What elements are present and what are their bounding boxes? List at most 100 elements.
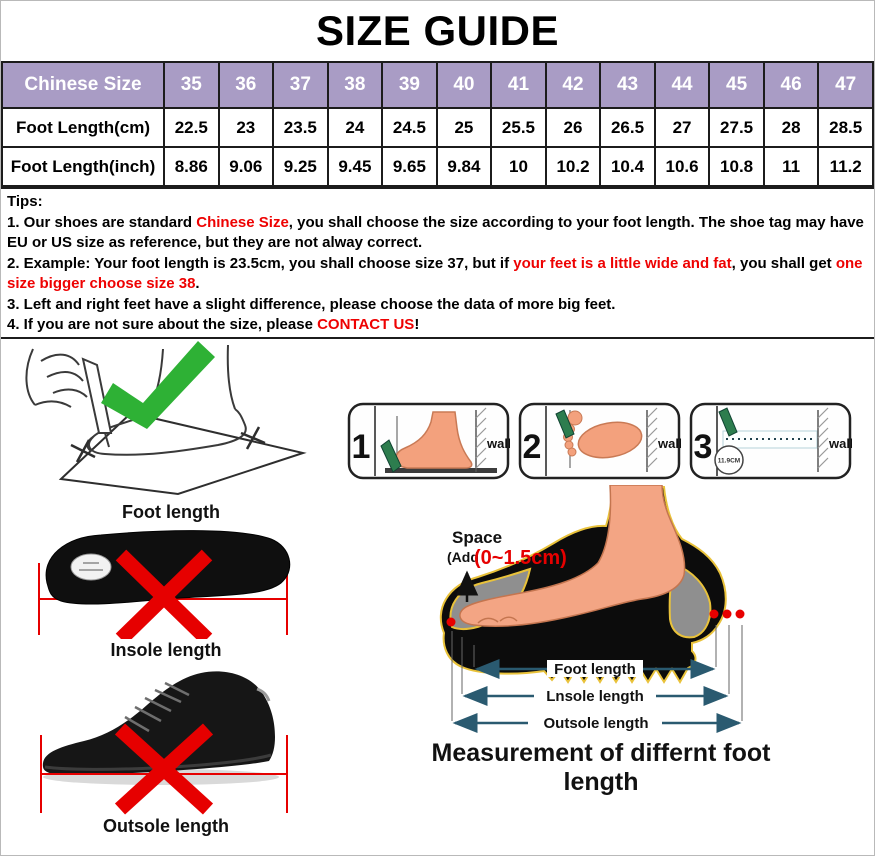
paper-outline	[58, 411, 307, 496]
cm-cell: 22.5	[163, 107, 220, 148]
label-bg	[528, 714, 662, 731]
tip2-text: .	[195, 275, 200, 292]
sneaker-photo	[40, 671, 288, 815]
inch-cell: 10.2	[544, 146, 602, 187]
green-marker-icon	[380, 439, 402, 473]
tip-item-2: 2. Example: Your foot length is 23.5cm, …	[7, 254, 866, 295]
table-header-row: Chinese Size 35 36 37 38 39 40 41 42 43 …	[1, 61, 874, 109]
size-cell: 40	[435, 61, 493, 109]
size-cell: 37	[272, 61, 329, 109]
panel-number: 1	[352, 428, 371, 466]
space-label: Space	[452, 528, 502, 547]
tips-heading: Tips:	[7, 193, 43, 210]
red-measure-dots	[446, 609, 745, 627]
inch-cell: 10.4	[599, 146, 656, 187]
cm-cell: 24.5	[381, 107, 438, 148]
tip1-text: , you shall choose the size according to…	[7, 213, 864, 252]
wall-hatch	[817, 407, 829, 469]
tip-item-3: 3. Left and right feet have a slight dif…	[7, 295, 616, 313]
wall-label: wall	[657, 436, 681, 451]
outsole-length-caption: Outsole length	[103, 816, 229, 836]
inch-cell: 9.84	[435, 146, 493, 187]
tip2-text: 2. Example: Your foot length is 23.5cm, …	[7, 254, 514, 272]
panel-step-3: 3 11.9CM wall	[689, 402, 852, 480]
inch-cell: 8.86	[163, 146, 220, 187]
tip4-text: 4. If you are not sure about the size, p…	[7, 316, 318, 333]
hand-with-pen	[25, 348, 113, 448]
cm-cell: 27	[653, 107, 711, 148]
foot-length-caption: Foot length	[122, 502, 220, 522]
measuring-steps: 1 wall 2	[347, 402, 852, 480]
tip2-red-text: one size bigger choose size 38	[7, 254, 863, 293]
row-label-cm: Foot Length(cm)	[1, 107, 165, 148]
wall-hatch	[646, 407, 658, 469]
tips-section: Tips: 1. Our shoes are standard Chinese …	[1, 187, 874, 337]
inch-cell: 9.06	[217, 146, 275, 187]
table-row-inch: Foot Length(inch) 8.86 9.06 9.25 9.45 9.…	[1, 146, 874, 187]
header-chinese-size: Chinese Size	[1, 61, 165, 109]
cm-cell: 25.5	[490, 107, 547, 148]
wall-label: wall	[486, 436, 510, 451]
panel-step-2: 2 wall	[518, 402, 681, 480]
measure-value-label: 11.9CM	[718, 458, 740, 465]
table-row-cm: Foot Length(cm) 22.5 23 23.5 24 24.5 25 …	[1, 107, 874, 148]
tip1-red-text: Chinese Size	[196, 213, 289, 231]
cm-cell: 27.5	[708, 107, 765, 148]
insole-brand-label	[70, 553, 112, 581]
size-cell: 42	[544, 61, 602, 109]
size-cell: 44	[653, 61, 711, 109]
foot-side-icon	[394, 411, 473, 469]
size-cell: 41	[490, 61, 547, 109]
cm-cell: 28.5	[817, 107, 874, 148]
size-cell: 45	[708, 61, 765, 109]
label-bg	[547, 660, 643, 677]
size-cell: 35	[163, 61, 220, 109]
size-cell: 38	[326, 61, 384, 109]
heel-tab	[256, 687, 271, 702]
panel-number: 3	[694, 428, 713, 466]
size-table: Chinese Size 35 36 37 38 39 40 41 42 43 …	[1, 61, 874, 187]
tip-item-1: 1. Our shoes are standard Chinese Size, …	[7, 213, 866, 254]
contact-us-text: CONTACT US	[317, 316, 415, 333]
size-cell: 46	[762, 61, 820, 109]
cm-cell: 24	[326, 107, 384, 148]
inch-cell: 9.65	[381, 146, 438, 187]
size-cell: 39	[381, 61, 438, 109]
size-cell: 47	[817, 61, 874, 109]
toe-detail-lines	[477, 616, 518, 624]
panel-step-1: 1 wall	[347, 402, 510, 480]
row-label-inch: Foot Length(inch)	[1, 146, 165, 187]
red-x-icon	[114, 723, 214, 815]
tip1-text: 1. Our shoes are standard	[7, 213, 197, 231]
foot-tracing-illustration	[25, 341, 307, 496]
green-marker-icon	[555, 409, 575, 439]
inch-cell: 9.25	[272, 146, 329, 187]
size-cell: 36	[217, 61, 275, 109]
insole-shape	[45, 530, 291, 605]
figures-section: Foot length Insole length	[1, 337, 874, 852]
measurement-caption: Measurement of differnt foot length	[431, 739, 771, 796]
space-range-label: (0~1.5cm)	[474, 547, 567, 569]
space-add-label: (Add	[447, 549, 479, 565]
foot-length-arrow-label: Foot length	[554, 661, 636, 678]
floor-line	[385, 468, 497, 473]
inch-cell: 10	[490, 146, 547, 187]
foot-sole-icon	[563, 410, 643, 459]
cm-cell: 26.5	[599, 107, 656, 148]
pencil-cross-marks	[70, 426, 266, 463]
red-x-icon	[115, 549, 213, 639]
insole-length-arrow-label: Lnsole length	[546, 688, 644, 705]
wall-label: wall	[828, 436, 852, 451]
cm-cell: 28	[762, 107, 820, 148]
shoe-laces	[124, 681, 190, 733]
insole-photo	[38, 530, 291, 639]
size-cell: 43	[599, 61, 656, 109]
cm-cell: 23	[217, 107, 275, 148]
foot-illustration	[459, 485, 686, 628]
dimension-guide-lines	[451, 625, 743, 721]
page-title: SIZE GUIDE	[315, 7, 560, 54]
inch-cell: 10.6	[653, 146, 711, 187]
insole-label-text-marks	[79, 562, 103, 571]
tip2-red-text: your feet is a little wide and fat	[513, 254, 732, 272]
panel-number: 2	[523, 428, 542, 466]
